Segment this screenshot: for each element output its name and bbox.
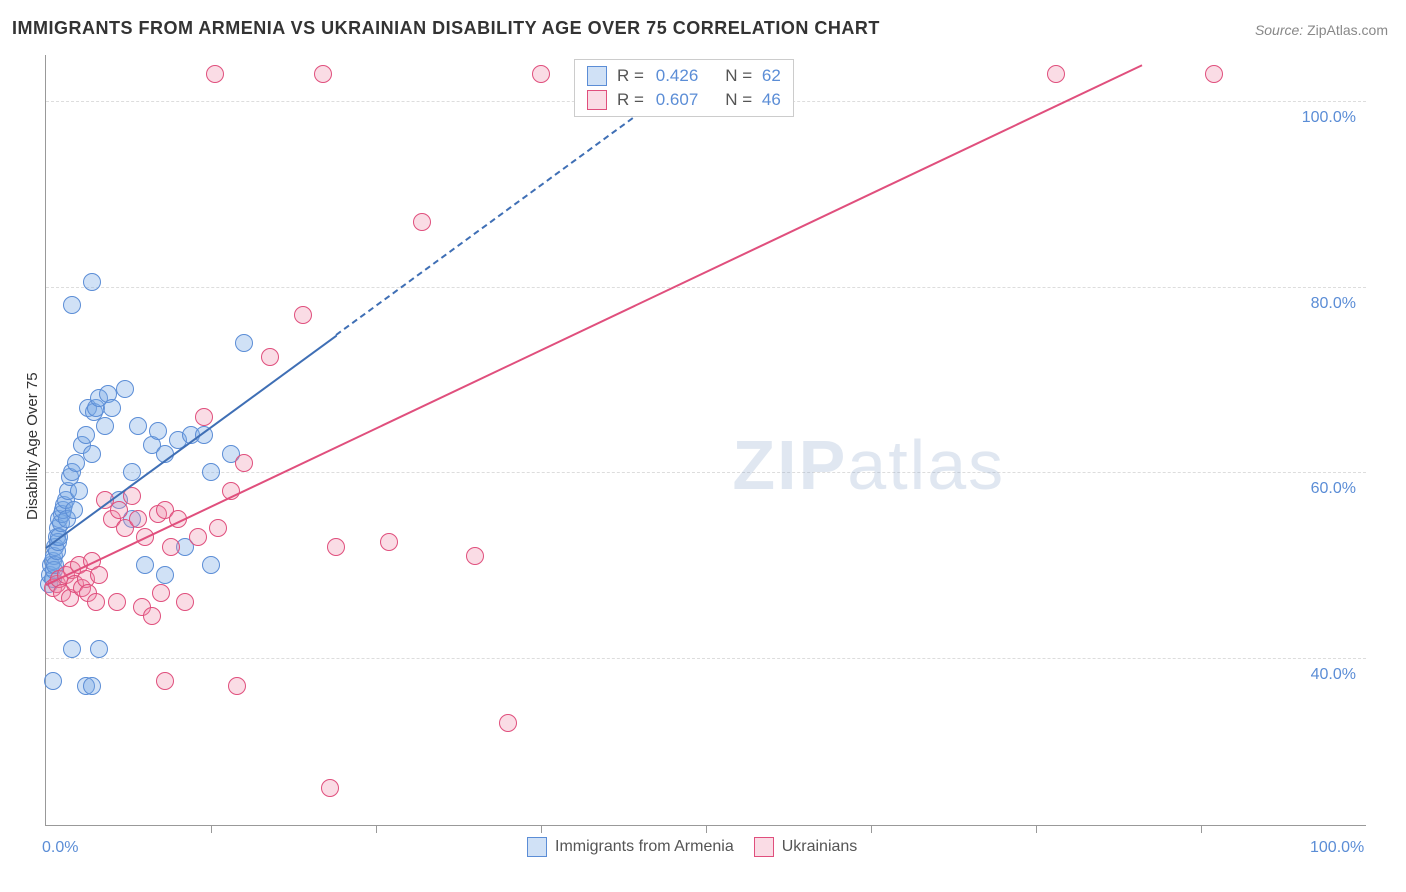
- marker-ukraine: [380, 533, 398, 551]
- legend-swatch: [527, 837, 547, 857]
- y-tick-label: 80.0%: [1296, 295, 1356, 313]
- scatter-plot: 40.0%60.0%80.0%100.0%0.0%100.0%Disabilit…: [45, 55, 1366, 826]
- x-tick-label: 100.0%: [1310, 839, 1364, 857]
- correlation-row: R = 0.426 N = 62: [575, 64, 793, 88]
- marker-ukraine: [209, 519, 227, 537]
- correlation-row: R = 0.607 N = 46: [575, 88, 793, 112]
- correlation-text: R = 0.607 N = 46: [617, 90, 781, 110]
- marker-armenia: [77, 426, 95, 444]
- x-tick: [706, 825, 707, 833]
- marker-armenia: [65, 501, 83, 519]
- marker-armenia: [116, 380, 134, 398]
- marker-armenia: [44, 672, 62, 690]
- y-axis-title: Disability Age Over 75: [24, 372, 41, 520]
- marker-ukraine: [143, 607, 161, 625]
- marker-ukraine: [235, 454, 253, 472]
- marker-armenia: [63, 640, 81, 658]
- marker-ukraine: [206, 65, 224, 83]
- watermark: ZIPatlas: [732, 425, 1005, 505]
- legend-label: Immigrants from Armenia: [555, 838, 734, 856]
- correlation-info-box: R = 0.426 N = 62 R = 0.607 N = 46: [574, 59, 794, 117]
- x-tick-label: 0.0%: [42, 839, 78, 857]
- marker-armenia: [156, 566, 174, 584]
- marker-armenia: [70, 482, 88, 500]
- marker-ukraine: [108, 593, 126, 611]
- marker-ukraine: [413, 213, 431, 231]
- marker-ukraine: [261, 348, 279, 366]
- marker-armenia: [202, 556, 220, 574]
- correlation-text: R = 0.426 N = 62: [617, 66, 781, 86]
- marker-armenia: [103, 399, 121, 417]
- legend: Immigrants from Armenia Ukrainians: [507, 837, 857, 857]
- legend-swatch: [587, 90, 607, 110]
- marker-armenia: [129, 417, 147, 435]
- marker-ukraine: [314, 65, 332, 83]
- marker-armenia: [235, 334, 253, 352]
- marker-ukraine: [152, 584, 170, 602]
- marker-ukraine: [110, 501, 128, 519]
- marker-armenia: [63, 296, 81, 314]
- x-tick: [871, 825, 872, 833]
- marker-ukraine: [1047, 65, 1065, 83]
- x-tick: [376, 825, 377, 833]
- x-tick: [541, 825, 542, 833]
- gridline: [46, 472, 1366, 473]
- y-tick-label: 40.0%: [1296, 666, 1356, 684]
- chart-title: IMMIGRANTS FROM ARMENIA VS UKRAINIAN DIS…: [12, 18, 880, 39]
- source-attribution: Source: ZipAtlas.com: [1255, 22, 1388, 38]
- marker-ukraine: [156, 672, 174, 690]
- marker-ukraine: [294, 306, 312, 324]
- x-tick: [211, 825, 212, 833]
- marker-ukraine: [327, 538, 345, 556]
- marker-armenia: [83, 677, 101, 695]
- legend-swatch: [754, 837, 774, 857]
- marker-armenia: [136, 556, 154, 574]
- marker-armenia: [83, 273, 101, 291]
- marker-ukraine: [228, 677, 246, 695]
- gridline: [46, 658, 1366, 659]
- marker-armenia: [96, 417, 114, 435]
- marker-ukraine: [90, 566, 108, 584]
- y-tick-label: 60.0%: [1296, 480, 1356, 498]
- legend-swatch: [587, 66, 607, 86]
- x-tick: [1201, 825, 1202, 833]
- marker-ukraine: [189, 528, 207, 546]
- source-value: ZipAtlas.com: [1307, 22, 1388, 38]
- source-label: Source:: [1255, 22, 1303, 38]
- marker-armenia: [202, 463, 220, 481]
- marker-armenia: [83, 445, 101, 463]
- marker-ukraine: [87, 593, 105, 611]
- marker-ukraine: [321, 779, 339, 797]
- marker-armenia: [149, 422, 167, 440]
- marker-armenia: [90, 640, 108, 658]
- y-tick-label: 100.0%: [1296, 109, 1356, 127]
- marker-ukraine: [162, 538, 180, 556]
- marker-ukraine: [1205, 65, 1223, 83]
- marker-ukraine: [532, 65, 550, 83]
- marker-ukraine: [176, 593, 194, 611]
- marker-ukraine: [195, 408, 213, 426]
- gridline: [46, 287, 1366, 288]
- marker-ukraine: [499, 714, 517, 732]
- x-tick: [1036, 825, 1037, 833]
- legend-label: Ukrainians: [782, 838, 858, 856]
- marker-ukraine: [129, 510, 147, 528]
- marker-ukraine: [466, 547, 484, 565]
- trend-line: [46, 64, 1142, 585]
